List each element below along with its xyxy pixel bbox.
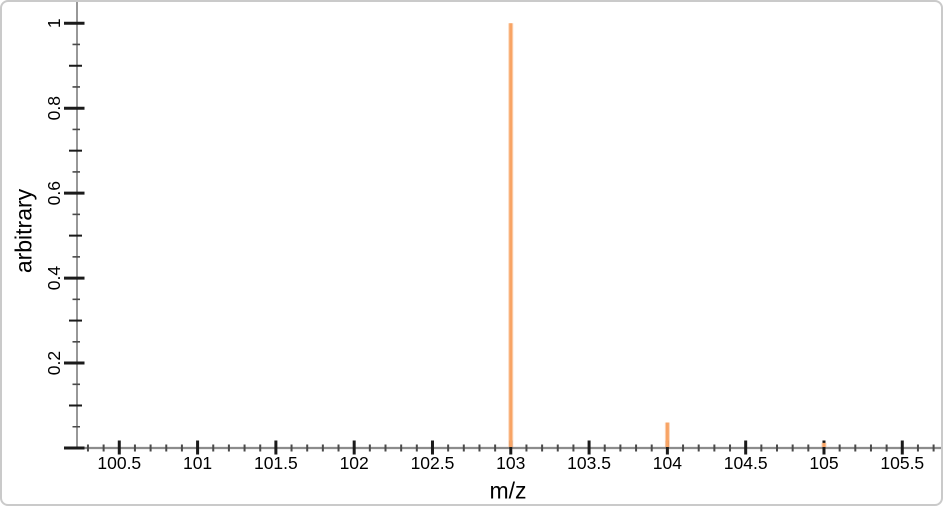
x-axis-title: m/z [489, 477, 527, 504]
x-tick-label: 102.5 [411, 453, 455, 473]
y-tick-label: 0.6 [44, 181, 64, 205]
y-axis-title: arbitrary [10, 188, 37, 274]
x-tick-label: 104.5 [724, 453, 768, 473]
x-tick-label: 102 [340, 453, 369, 473]
x-tick-label: 101.5 [254, 453, 298, 473]
y-tick-label: 0.2 [44, 351, 64, 375]
x-tick-label: 105.5 [880, 453, 924, 473]
x-tick-label: 100.5 [97, 453, 141, 473]
x-tick-label: 105 [809, 453, 838, 473]
x-tick-label: 103 [496, 453, 525, 473]
y-tick-label: 1 [44, 18, 64, 28]
x-tick-label: 104 [653, 453, 682, 473]
x-tick-label: 103.5 [567, 453, 611, 473]
y-tick-label: 0.8 [44, 96, 64, 120]
x-tick-label: 101 [183, 453, 212, 473]
y-tick-label: 0.4 [44, 266, 64, 291]
